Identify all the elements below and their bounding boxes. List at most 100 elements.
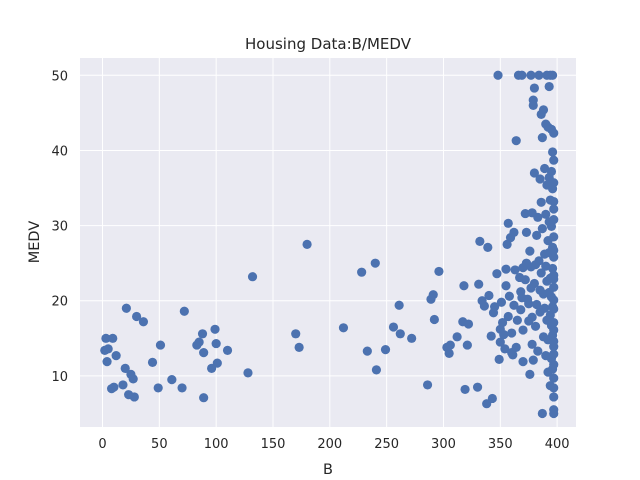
- data-point: [106, 384, 117, 394]
- data-point: [460, 384, 470, 395]
- data-point: [525, 369, 535, 379]
- data-point: [370, 258, 380, 268]
- data-point: [509, 300, 519, 310]
- data-point: [357, 267, 367, 277]
- data-point: [524, 299, 534, 309]
- data-point: [445, 340, 455, 350]
- data-point: [549, 349, 559, 359]
- data-point: [499, 329, 509, 340]
- data-point: [302, 239, 312, 249]
- data-point: [525, 246, 535, 256]
- x-tick-label: 350: [488, 437, 513, 452]
- data-point: [535, 174, 545, 184]
- data-point: [118, 380, 128, 390]
- data-point: [247, 272, 258, 282]
- data-point: [529, 278, 540, 289]
- data-point: [549, 204, 559, 214]
- data-point: [362, 346, 372, 356]
- data-point: [549, 392, 559, 402]
- data-point: [492, 269, 502, 279]
- data-point: [479, 301, 489, 311]
- data-point: [547, 147, 558, 157]
- data-point: [108, 333, 118, 343]
- data-point: [549, 317, 559, 328]
- data-point: [549, 232, 559, 242]
- data-point: [210, 324, 220, 334]
- data-point: [549, 383, 559, 393]
- data-point: [510, 265, 520, 275]
- data-point: [549, 360, 559, 370]
- x-axis-label: B: [323, 462, 333, 478]
- data-point: [549, 178, 559, 188]
- data-point: [497, 317, 508, 328]
- data-point: [549, 214, 559, 225]
- x-tick-label: 300: [431, 437, 456, 452]
- data-point: [520, 208, 530, 219]
- data-point: [486, 331, 496, 341]
- data-point: [495, 337, 505, 347]
- data-point: [490, 302, 500, 312]
- data-point: [529, 83, 540, 93]
- data-point: [504, 291, 514, 301]
- data-point: [527, 312, 537, 322]
- data-point: [294, 342, 304, 352]
- data-point: [534, 256, 544, 266]
- data-point: [509, 227, 519, 237]
- data-point: [429, 314, 439, 325]
- data-point: [549, 252, 559, 262]
- data-point: [199, 347, 209, 358]
- data-point: [549, 295, 559, 305]
- data-point: [507, 328, 517, 338]
- y-tick-label: 50: [51, 69, 68, 84]
- y-tick-label: 20: [51, 295, 68, 310]
- data-point: [132, 311, 142, 322]
- data-point: [511, 342, 521, 352]
- data-point: [483, 242, 493, 252]
- data-point: [536, 197, 546, 207]
- data-point: [120, 363, 130, 373]
- plot-area: [80, 58, 576, 427]
- data-point: [434, 266, 444, 277]
- y-axis-ticks: 10 20 30 40 50: [51, 69, 68, 385]
- data-point: [243, 368, 253, 378]
- data-point: [138, 317, 149, 327]
- data-point: [291, 329, 301, 339]
- data-point: [459, 281, 469, 291]
- data-point: [503, 218, 513, 228]
- data-point: [487, 393, 497, 404]
- x-axis-ticks: 0 50 100 150 200 250 300 350 400: [98, 437, 569, 452]
- data-point: [153, 383, 163, 393]
- data-point: [380, 344, 391, 355]
- data-point: [549, 336, 559, 346]
- data-point: [103, 344, 113, 354]
- data-point: [532, 230, 542, 240]
- data-point: [371, 365, 382, 375]
- data-point: [197, 329, 208, 339]
- data-point: [518, 325, 528, 335]
- data-point: [540, 303, 550, 313]
- data-point: [534, 70, 544, 80]
- x-tick-label: 100: [204, 437, 229, 452]
- data-point: [516, 305, 526, 315]
- data-point: [529, 168, 540, 178]
- data-point: [549, 155, 559, 165]
- data-point: [549, 325, 559, 335]
- data-point: [517, 70, 527, 80]
- x-tick-label: 0: [98, 437, 106, 452]
- data-point: [546, 166, 557, 177]
- data-point: [549, 245, 559, 255]
- data-point: [111, 351, 121, 361]
- data-point: [212, 358, 222, 368]
- y-tick-label: 40: [51, 144, 68, 159]
- data-point: [394, 300, 404, 310]
- data-point: [538, 105, 549, 115]
- y-tick-label: 10: [51, 370, 68, 385]
- data-point: [407, 333, 417, 343]
- data-point: [474, 279, 484, 289]
- data-point: [549, 373, 559, 383]
- grid: [80, 58, 576, 427]
- data-point: [179, 306, 189, 316]
- data-point: [494, 354, 504, 364]
- data-point: [537, 133, 547, 143]
- y-tick-label: 30: [51, 220, 68, 235]
